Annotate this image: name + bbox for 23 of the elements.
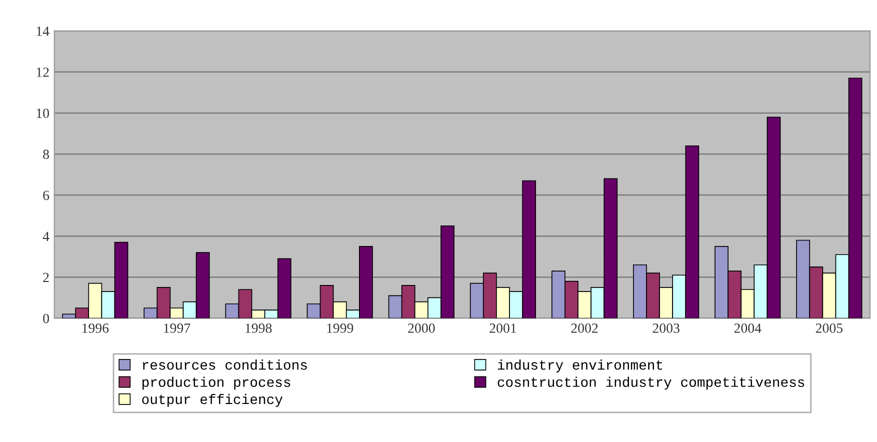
x-tick-label: 2005	[816, 324, 843, 333]
legend-label: outpur efficiency	[142, 394, 283, 407]
x-tick-label: 2003	[652, 324, 680, 333]
y-tick-label: 12	[36, 68, 49, 77]
y-tick-label: 2	[43, 272, 49, 282]
x-tick-label: 2004	[734, 324, 762, 333]
legend-label: industry environment	[498, 360, 662, 372]
legend-label: cosntruction industry competitiveness	[498, 376, 804, 390]
x-tick-label: 1998	[246, 324, 272, 333]
y-tick-label: 10	[36, 108, 49, 118]
legend-label: production process	[142, 376, 290, 390]
y-tick-label: 14	[36, 26, 50, 36]
x-tick-label: 1996	[82, 324, 109, 333]
x-tick-label: 1999	[327, 324, 354, 333]
x-tick-label: 1997	[164, 324, 190, 333]
y-tick-label: 0	[43, 314, 49, 324]
y-tick-label: 6	[43, 190, 50, 200]
x-tick-label: 2001	[490, 324, 516, 333]
y-tick-label: 8	[43, 150, 49, 160]
legend-label: resources conditions	[142, 360, 307, 370]
x-tick-label: 2002	[571, 324, 598, 333]
x-tick-label: 2000	[408, 324, 435, 333]
y-tick-label: 4	[42, 232, 50, 241]
